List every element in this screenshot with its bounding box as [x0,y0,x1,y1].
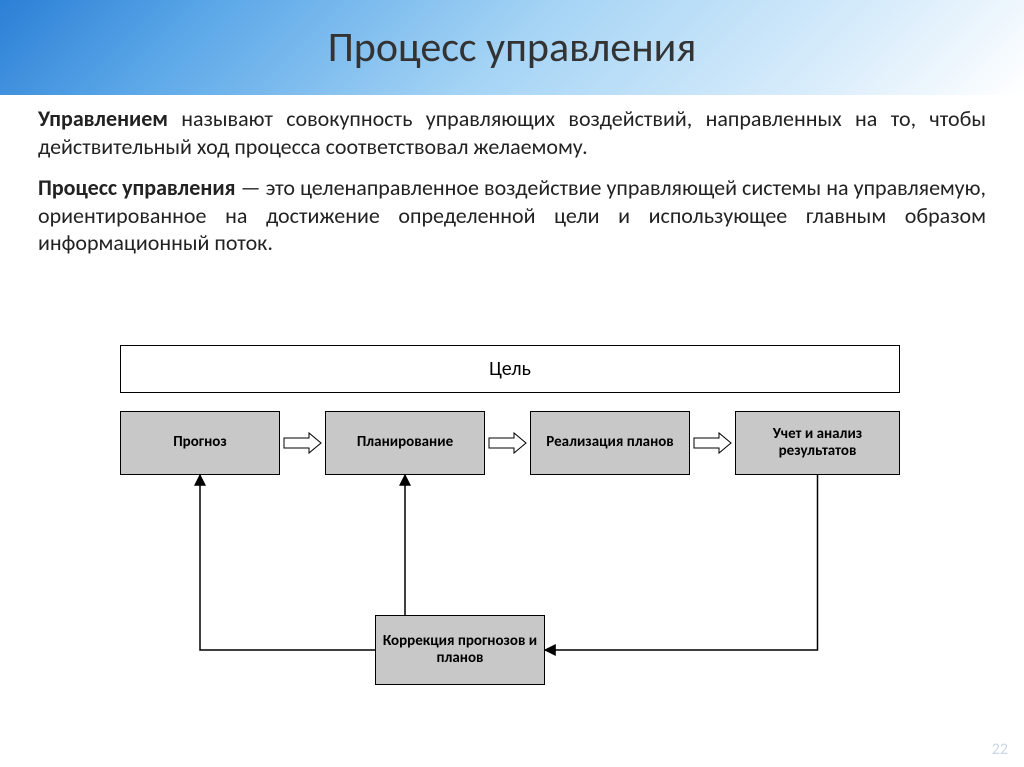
p2-term: Процесс управления [38,174,236,201]
paragraph-2: Процесс управления — это целенаправленно… [38,174,986,257]
node-realize: Реализация планов [530,411,690,475]
process-diagram: Цель Прогноз Планирование Реализация планов… [110,345,910,725]
p1-text: называют совокупность управляющих воздей… [38,105,986,160]
node-correct: Коррекция прогнозов и планов [375,615,545,685]
node-goal: Цель [120,345,900,393]
page-number: 22 [992,740,1008,759]
p1-term: Управлением [38,105,168,132]
body-paragraphs: Управлением называют совокупность управл… [38,105,986,271]
paragraph-1: Управлением называют совокупность управл… [38,105,986,160]
node-analysis: Учет и анализ результатов [735,411,900,475]
node-planning: Планирование [325,411,485,475]
page-title: Процесс управления [0,22,1024,73]
node-forecast: Прогноз [120,411,280,475]
